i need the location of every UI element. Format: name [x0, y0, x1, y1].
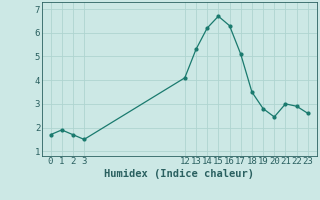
- X-axis label: Humidex (Indice chaleur): Humidex (Indice chaleur): [104, 169, 254, 179]
